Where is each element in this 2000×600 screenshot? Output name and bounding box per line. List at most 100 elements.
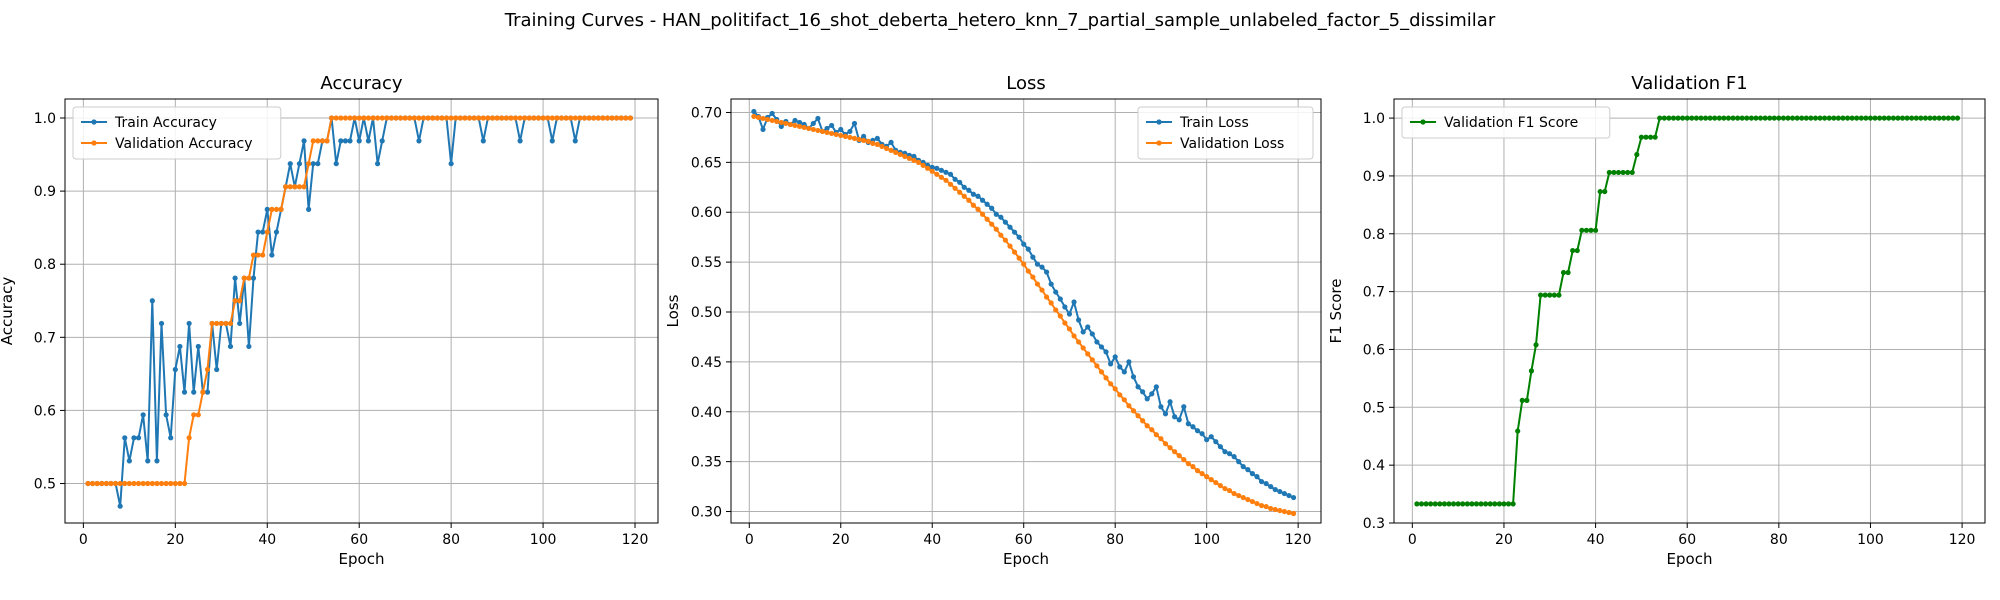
validation-f1-score-point	[1863, 115, 1869, 121]
train-loss-point	[947, 171, 954, 177]
validation-loss-point	[797, 123, 803, 130]
validation-f1-score-point	[1638, 134, 1644, 140]
validation-accuracy-point	[306, 161, 312, 167]
train-loss-point	[1286, 492, 1292, 499]
validation-f1-score-point	[1904, 115, 1910, 121]
validation-loss-point	[1002, 237, 1009, 243]
train-loss-point	[838, 126, 844, 133]
validation-accuracy-point	[319, 138, 326, 144]
validation-accuracy-point	[384, 115, 390, 121]
validation-accuracy-point	[204, 366, 211, 373]
validation-loss-point	[801, 124, 807, 131]
validation-loss-point	[1121, 397, 1127, 403]
validation-accuracy-point	[131, 480, 137, 487]
validation-f1-score-point	[1840, 115, 1846, 121]
validation-f1-score-point	[1909, 115, 1915, 121]
validation-accuracy-point	[370, 115, 376, 121]
validation-loss-point	[989, 221, 995, 227]
validation-f1-score-point	[1744, 115, 1750, 121]
train-accuracy-point	[549, 138, 555, 144]
validation-loss-point	[1231, 490, 1237, 497]
validation-accuracy-point	[609, 115, 615, 121]
validation-f1-score-point	[1414, 501, 1420, 507]
train-loss-point	[1030, 254, 1036, 260]
accuracy-plot-area	[85, 115, 634, 509]
validation-accuracy-point	[462, 115, 468, 121]
validation-f1-score-point	[1428, 501, 1434, 507]
validation-loss-point	[934, 171, 940, 177]
validation-loss-point	[1281, 508, 1288, 515]
validation-loss-point	[1290, 510, 1297, 517]
loss-y-tick-label: 0.35	[691, 455, 722, 471]
validation-loss-point	[1135, 413, 1141, 419]
validation-accuracy-point	[218, 320, 224, 327]
train-loss-point	[911, 153, 917, 159]
validation-f1-score-point	[1936, 115, 1942, 121]
validation-accuracy-point	[512, 115, 519, 121]
train-accuracy-point	[273, 229, 280, 235]
train-loss-point	[1080, 329, 1086, 335]
validation-f1-score-point	[1762, 115, 1768, 121]
validation-accuracy-point	[618, 115, 624, 121]
validation-accuracy-point	[99, 480, 105, 487]
train-loss-point	[1066, 311, 1073, 317]
validation-loss-point	[1181, 457, 1187, 463]
validation-f1-score-point	[1510, 501, 1516, 507]
validation-accuracy-point	[397, 115, 404, 121]
accuracy-y-tick-label: 0.9	[34, 184, 56, 200]
train-loss-point	[1062, 304, 1068, 310]
validation-accuracy-point	[416, 115, 422, 121]
validation-loss-point	[961, 193, 967, 199]
validation-f1-score-legend-label: Validation F1 Score	[1444, 115, 1578, 131]
train-loss-point	[984, 201, 990, 207]
validation-loss-point	[911, 157, 917, 163]
validation-accuracy-point	[241, 275, 247, 281]
train-loss-point	[989, 205, 995, 211]
validation-f1-score-point	[1789, 115, 1796, 121]
validation-loss-point	[1108, 381, 1114, 387]
train-loss-point	[1208, 434, 1214, 440]
validation-loss-point	[1103, 375, 1109, 381]
accuracy-x-tick-label: 120	[622, 532, 649, 548]
train-loss-point	[1181, 404, 1187, 410]
accuracy-panel: 0 20 40 60 80 100 120 0.5 0.6 0.7 0.8 0.9 1.0 Accurac…	[0, 73, 659, 568]
validation-loss-point	[879, 143, 885, 149]
validation-f1-score-point	[1680, 115, 1686, 121]
train-loss-point	[1025, 246, 1031, 252]
validation-f1-score-point	[1753, 115, 1759, 121]
validation-accuracy-point	[471, 115, 477, 121]
validation-accuracy-point	[443, 115, 450, 121]
train-loss-point	[1002, 219, 1009, 225]
validation-accuracy-point	[195, 412, 201, 418]
validation-f1-score-point	[1899, 115, 1906, 121]
train-loss-point	[979, 197, 986, 203]
train-loss-point	[1258, 478, 1265, 485]
validation-accuracy-point	[577, 115, 583, 121]
validation-f1-score-point	[1556, 292, 1562, 298]
train-loss-point	[769, 110, 775, 117]
validation-loss-point	[783, 120, 789, 127]
validation-f1-score-point	[1542, 292, 1548, 298]
validation-loss-point	[774, 118, 780, 125]
validation-loss-point	[1071, 333, 1077, 339]
train-accuracy-point	[181, 389, 188, 395]
validation-accuracy-point	[296, 184, 303, 190]
validation-f1-score-point	[1551, 292, 1557, 298]
chart-panels: 0 20 40 60 80 100 120 0.5 0.6 0.7 0.8 0.9 1.0 Accurac…	[0, 73, 1986, 568]
validation-accuracy-point	[237, 298, 243, 304]
validation-loss-legend-label: Validation Loss	[1180, 136, 1284, 152]
validation-accuracy-point	[393, 115, 399, 121]
validation-accuracy-point	[411, 115, 417, 121]
train-loss-point	[815, 115, 821, 122]
validation-accuracy-point	[402, 115, 408, 121]
validation-accuracy-point	[149, 480, 155, 487]
validation-f1-score-point	[1652, 134, 1658, 140]
validation-loss-point	[874, 141, 880, 147]
train-loss-point	[943, 169, 949, 175]
f1-legend-box	[1401, 106, 1611, 139]
validation-f1-score-point	[1597, 188, 1603, 195]
validation-f1-score-point	[1666, 115, 1672, 121]
f1-y-tick-label: 0.9	[1363, 169, 1385, 185]
f1-x-tick-label: 120	[1949, 532, 1976, 548]
